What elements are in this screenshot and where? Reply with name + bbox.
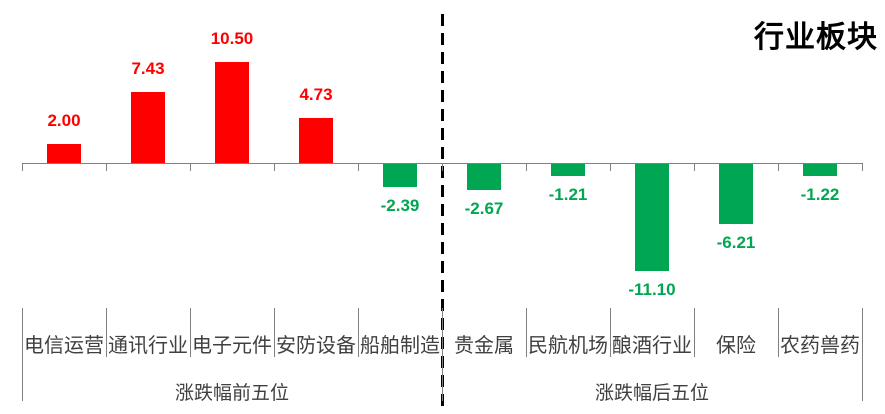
value-label-安防设备: 4.73 [299,84,333,104]
bar-安防设备 [299,117,333,163]
bar-船舶制造 [383,164,417,187]
value-label-农药兽药: -1.22 [800,184,840,204]
group-divider-dashed-line [441,14,444,406]
category-separator-line [610,308,611,357]
category-label-安防设备: 安防设备 [276,335,356,357]
value-label-电信运营: 2.00 [47,110,81,130]
category-label-酿酒行业: 酿酒行业 [612,335,692,357]
category-label-民航机场: 民航机场 [528,335,608,357]
axis-tick [694,164,695,171]
category-separator-line [274,308,275,357]
bar-电信运营 [47,143,81,163]
category-label-电信运营: 电信运营 [24,335,104,357]
category-label-通讯行业: 通讯行业 [108,335,188,357]
value-label-电子元件: 10.50 [210,29,254,49]
category-separator-line [778,308,779,357]
group-label-1: 涨跌幅前五位 [174,383,289,404]
axis-tick [190,164,191,171]
value-label-通讯行业: 7.43 [131,58,165,78]
axis-tick [442,164,443,171]
axis-tick [106,164,107,171]
category-label-农药兽药: 农药兽药 [780,335,860,357]
x-axis-line [22,163,863,164]
axis-tick [862,164,863,171]
bar-保险 [719,164,753,224]
axis-tick [778,164,779,171]
value-label-船舶制造: -2.39 [380,195,420,215]
category-separator-line [190,308,191,357]
category-label-贵金属: 贵金属 [454,335,514,357]
axis-tick [610,164,611,171]
value-label-酿酒行业: -11.10 [628,279,676,299]
bar-通讯行业 [131,91,165,163]
bar-贵金属 [467,164,501,190]
bar-电子元件 [215,62,249,163]
axis-tick [358,164,359,171]
value-label-保险: -6.21 [716,232,756,252]
category-separator-line [526,308,527,357]
category-separator-line [106,308,107,357]
value-label-贵金属: -2.67 [464,198,504,218]
category-label-船舶制造: 船舶制造 [360,335,440,357]
group-label-2: 涨跌幅后五位 [594,383,709,404]
category-label-电子元件: 电子元件 [192,335,272,357]
category-separator-line [694,308,695,357]
group-separator-line [22,308,23,401]
category-separator-line [358,308,359,357]
bar-民航机场 [551,164,585,176]
bar-酿酒行业 [635,164,669,271]
group-separator-line [862,308,863,401]
axis-tick [526,164,527,171]
bar-农药兽药 [803,164,837,176]
group-separator-line [442,308,443,401]
category-label-保险: 保险 [716,335,756,357]
value-label-民航机场: -1.21 [548,184,588,204]
chart-title: 行业板块 [754,21,878,54]
axis-tick [274,164,275,171]
axis-tick [22,164,23,171]
